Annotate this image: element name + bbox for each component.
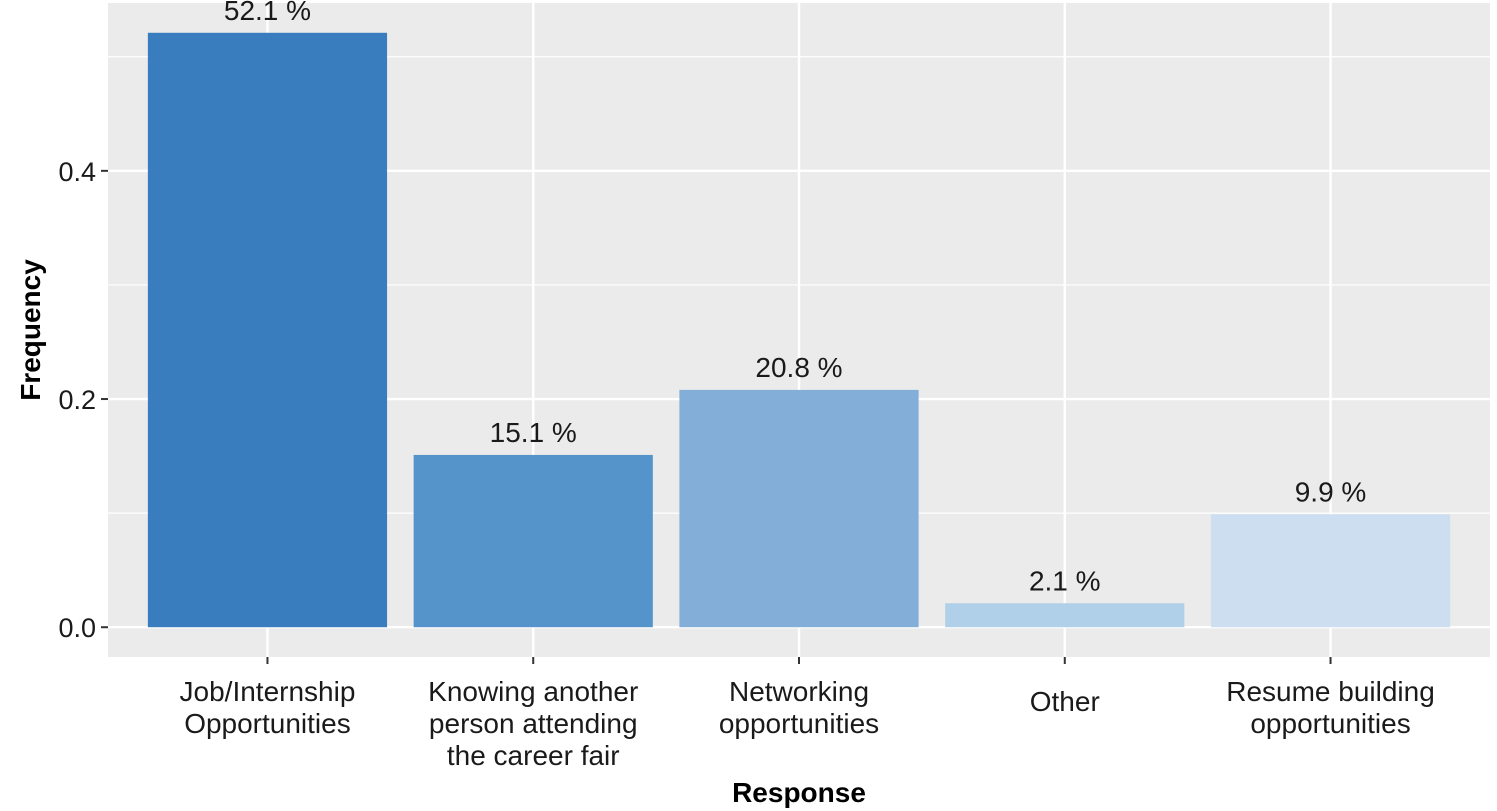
bar-data-label: 2.1 % — [1029, 565, 1101, 596]
y-tick-label: 0.0 — [58, 613, 96, 643]
x-tick-label: Knowing another person attending the caree… — [428, 676, 638, 771]
bar — [147, 32, 388, 628]
x-tick-label: Networking opportunities — [719, 676, 879, 739]
x-tick-label: Other — [1030, 686, 1100, 717]
data-labels: 52.1 % 15.1 % 20.8 % 2.1 % 9.9 % — [224, 0, 1366, 596]
x-tick-label: Resume building opportunities — [1226, 676, 1435, 739]
bar-data-label: 20.8 % — [755, 352, 842, 383]
y-axis-ticks: 0.0 0.2 0.4 — [58, 157, 108, 643]
bar-series — [147, 32, 1451, 628]
bar-data-label: 52.1 % — [224, 0, 311, 26]
bar — [413, 454, 653, 628]
y-tick-label: 0.4 — [58, 157, 96, 187]
bar-data-label: 9.9 % — [1295, 476, 1367, 507]
x-tick-label: Job/Internship Opportunities — [180, 676, 356, 739]
bar — [679, 389, 919, 628]
bar-data-label: 15.1 % — [490, 417, 577, 448]
y-axis-title: Frequency — [15, 259, 46, 401]
bar — [1210, 514, 1451, 628]
x-axis-ticks: Job/Internship Opportunities Knowing anoth… — [180, 657, 1435, 771]
bar — [945, 603, 1185, 628]
y-tick-label: 0.2 — [58, 385, 96, 415]
x-axis-title: Response — [732, 777, 866, 808]
